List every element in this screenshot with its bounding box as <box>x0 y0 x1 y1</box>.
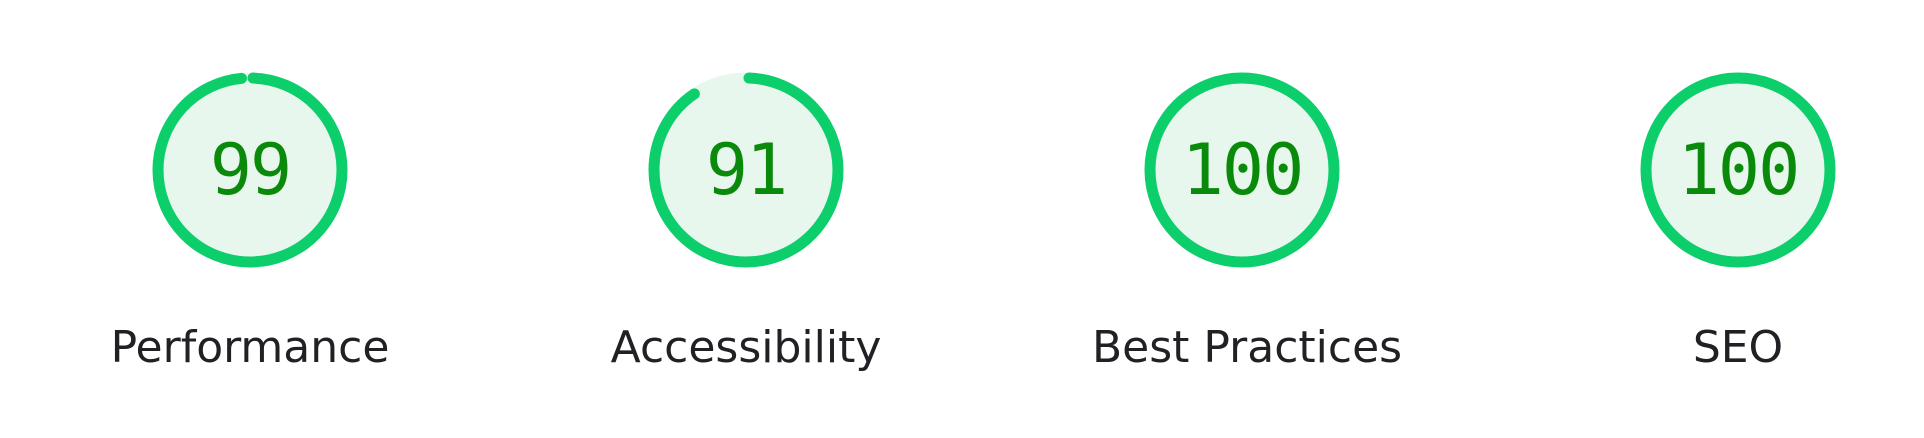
best-practices-label: Best Practices <box>1092 322 1403 373</box>
gauge-performance[interactable]: 99 Performance <box>100 70 400 390</box>
performance-gauge-arc <box>152 72 348 268</box>
seo-gauge-ring <box>1640 72 1836 268</box>
accessibility-score: 91 <box>705 129 788 211</box>
seo-gauge-arc <box>1640 72 1836 268</box>
best-practices-gauge-ring <box>1144 72 1340 268</box>
accessibility-gauge-arc <box>648 72 844 268</box>
seo-score: 100 <box>1677 129 1800 211</box>
best-practices-score: 100 <box>1181 129 1304 211</box>
gauge-accessibility[interactable]: 91 Accessibility <box>596 70 896 390</box>
performance-score: 99 <box>209 129 292 211</box>
best-practices-gauge-arc <box>1144 72 1340 268</box>
performance-label: Performance <box>110 322 390 373</box>
accessibility-label: Accessibility <box>610 322 882 373</box>
gauge-best-practices[interactable]: 100 Best Practices <box>1092 70 1403 390</box>
seo-label: SEO <box>1692 322 1784 373</box>
performance-gauge-ring <box>152 72 348 268</box>
gauge-seo[interactable]: 100 SEO <box>1588 70 1888 390</box>
accessibility-gauge-ring <box>648 72 844 268</box>
